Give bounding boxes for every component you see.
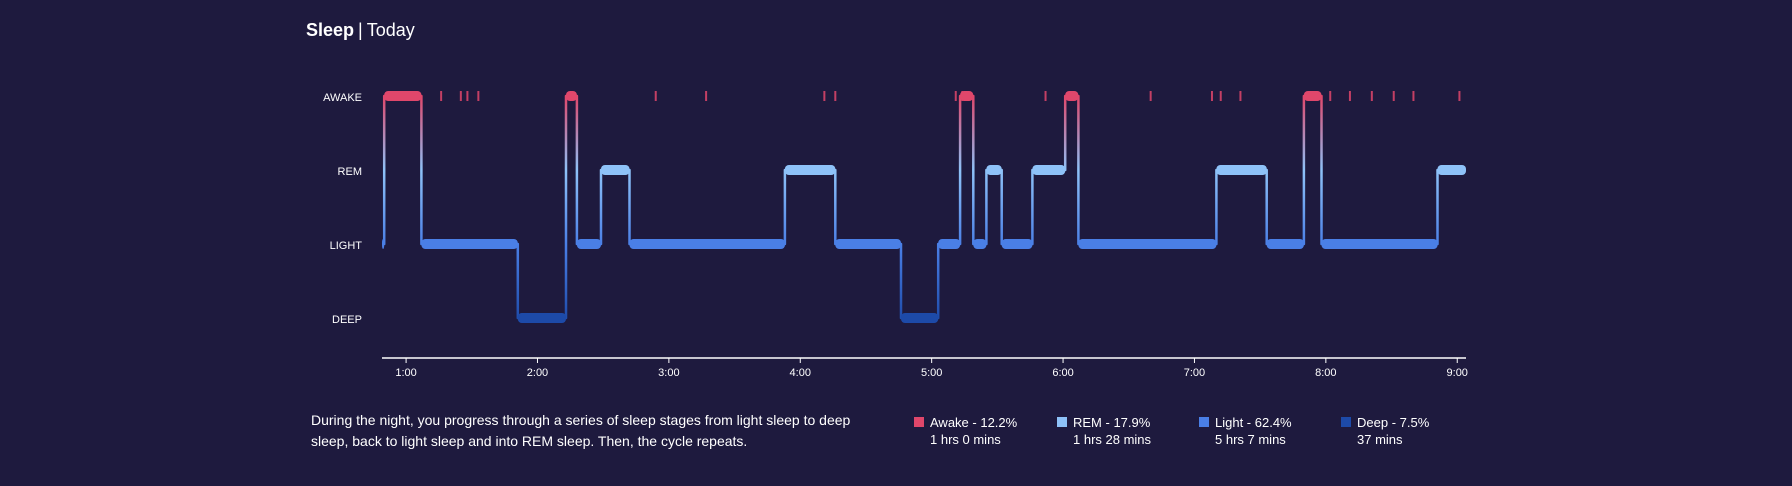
awake-tick-mark <box>1329 91 1332 101</box>
stage-band-light <box>938 239 961 249</box>
stage-band-awake <box>384 91 422 101</box>
stage-band-rem <box>601 165 630 175</box>
stage-band-light <box>629 239 785 249</box>
legend-item-awake: Awake - 12.2% 1 hrs 0 mins <box>914 412 1064 452</box>
awake-ticks <box>440 91 1461 101</box>
stage-labels: AWAKE REM LIGHT DEEP <box>323 92 362 326</box>
x-axis: 1:00 2:00 3:00 4:00 5:00 6:00 7:00 8:00 9:00 <box>382 357 1468 379</box>
stage-band-light <box>1266 239 1304 249</box>
legend-swatch <box>1199 417 1209 427</box>
stage-band-light <box>421 239 518 249</box>
legend-duration: 1 hrs 28 mins <box>1073 432 1152 447</box>
stage-legend: Awake - 12.2% 1 hrs 0 mins REM - 17.9% 1 hr… <box>0 412 1792 472</box>
legend-item-light: Light - 62.4% 5 hrs 7 mins <box>1199 412 1349 452</box>
stage-band-light <box>576 239 601 249</box>
stage-band-deep <box>517 313 566 323</box>
legend-row: REM - 17.9% <box>1057 412 1207 432</box>
stage-band-deep <box>901 313 939 323</box>
stage-band-light <box>1001 239 1033 249</box>
stage-band-awake <box>566 91 577 101</box>
legend-label: Light - 62.4% <box>1215 414 1292 430</box>
awake-tick-mark <box>477 91 480 101</box>
stage-label-deep: DEEP <box>332 314 362 326</box>
stage-band-light <box>1321 239 1438 249</box>
stage-band-awake <box>960 91 974 101</box>
x-tick-label: 9:00 <box>1447 367 1468 379</box>
stage-band-light <box>973 239 987 249</box>
awake-tick-mark <box>440 91 443 101</box>
stage-band-light <box>1078 239 1217 249</box>
sleep-description: During the night, you progress through a… <box>311 412 851 449</box>
stage-connector-line <box>382 94 1466 320</box>
awake-tick-mark <box>1348 91 1351 101</box>
x-tick-label: 1:00 <box>395 367 416 379</box>
x-tick-label: 4:00 <box>790 367 811 379</box>
stage-label-light: LIGHT <box>330 240 363 252</box>
awake-tick-mark <box>1458 91 1461 101</box>
legend-duration: 1 hrs 0 mins <box>930 432 1001 447</box>
x-tick-label: 8:00 <box>1315 367 1336 379</box>
legend-swatch <box>1341 417 1351 427</box>
stage-band-rem <box>1437 165 1466 175</box>
title-separator: | <box>358 20 363 40</box>
title-subtitle: Today <box>366 20 415 40</box>
awake-tick-mark <box>1149 91 1152 101</box>
sleep-stage-chart: AWAKE REM LIGHT DEEP 1:00 2:00 3:00 4:00 5:00 6:… <box>323 91 1468 379</box>
stage-band-rem <box>986 165 1002 175</box>
legend-row: Awake - 12.2% <box>914 412 1064 432</box>
stage-label-awake: AWAKE <box>323 92 362 104</box>
stage-band-awake <box>1065 91 1079 101</box>
awake-tick-mark <box>1412 91 1415 101</box>
page-title: Sleep | Today <box>306 18 415 42</box>
legend-row: Light - 62.4% <box>1199 412 1349 432</box>
stage-band-rem <box>1216 165 1267 175</box>
awake-tick-mark <box>823 91 826 101</box>
awake-tick-mark <box>1044 91 1047 101</box>
awake-tick-mark <box>466 91 469 101</box>
awake-tick-mark <box>459 91 462 101</box>
legend-duration: 37 mins <box>1357 432 1403 447</box>
legend-item-rem: REM - 17.9% 1 hrs 28 mins <box>1057 412 1207 452</box>
x-tick-label: 6:00 <box>1052 367 1073 379</box>
awake-tick-mark <box>1219 91 1222 101</box>
x-tick-label: 2:00 <box>527 367 548 379</box>
stage-band-rem <box>784 165 836 175</box>
awake-tick-mark <box>1392 91 1395 101</box>
x-tick-label: 3:00 <box>658 367 679 379</box>
legend-label: Deep - 7.5% <box>1357 414 1430 430</box>
legend-label: Awake - 12.2% <box>930 414 1018 430</box>
legend-duration: 5 hrs 7 mins <box>1215 432 1286 447</box>
legend-item-deep: Deep - 7.5% 37 mins <box>1341 412 1491 452</box>
awake-tick-mark <box>1210 91 1213 101</box>
stage-band-light <box>382 239 385 249</box>
awake-tick-mark <box>834 91 837 101</box>
awake-tick-mark <box>954 91 957 101</box>
stage-band-awake <box>1303 91 1322 101</box>
legend-label: REM - 17.9% <box>1073 414 1151 430</box>
stage-label-rem: REM <box>338 166 362 178</box>
stage-bands <box>382 91 1466 323</box>
awake-tick-mark <box>705 91 708 101</box>
stage-band-rem <box>1032 165 1066 175</box>
legend-swatch <box>914 417 924 427</box>
awake-tick-mark <box>1239 91 1242 101</box>
stage-band-light <box>835 239 901 249</box>
awake-tick-mark <box>1370 91 1373 101</box>
title-main: Sleep <box>306 20 355 40</box>
x-tick-label: 5:00 <box>921 367 942 379</box>
legend-swatch <box>1057 417 1067 427</box>
x-tick-label: 7:00 <box>1184 367 1205 379</box>
awake-tick-mark <box>654 91 657 101</box>
legend-row: Deep - 7.5% <box>1341 412 1491 432</box>
